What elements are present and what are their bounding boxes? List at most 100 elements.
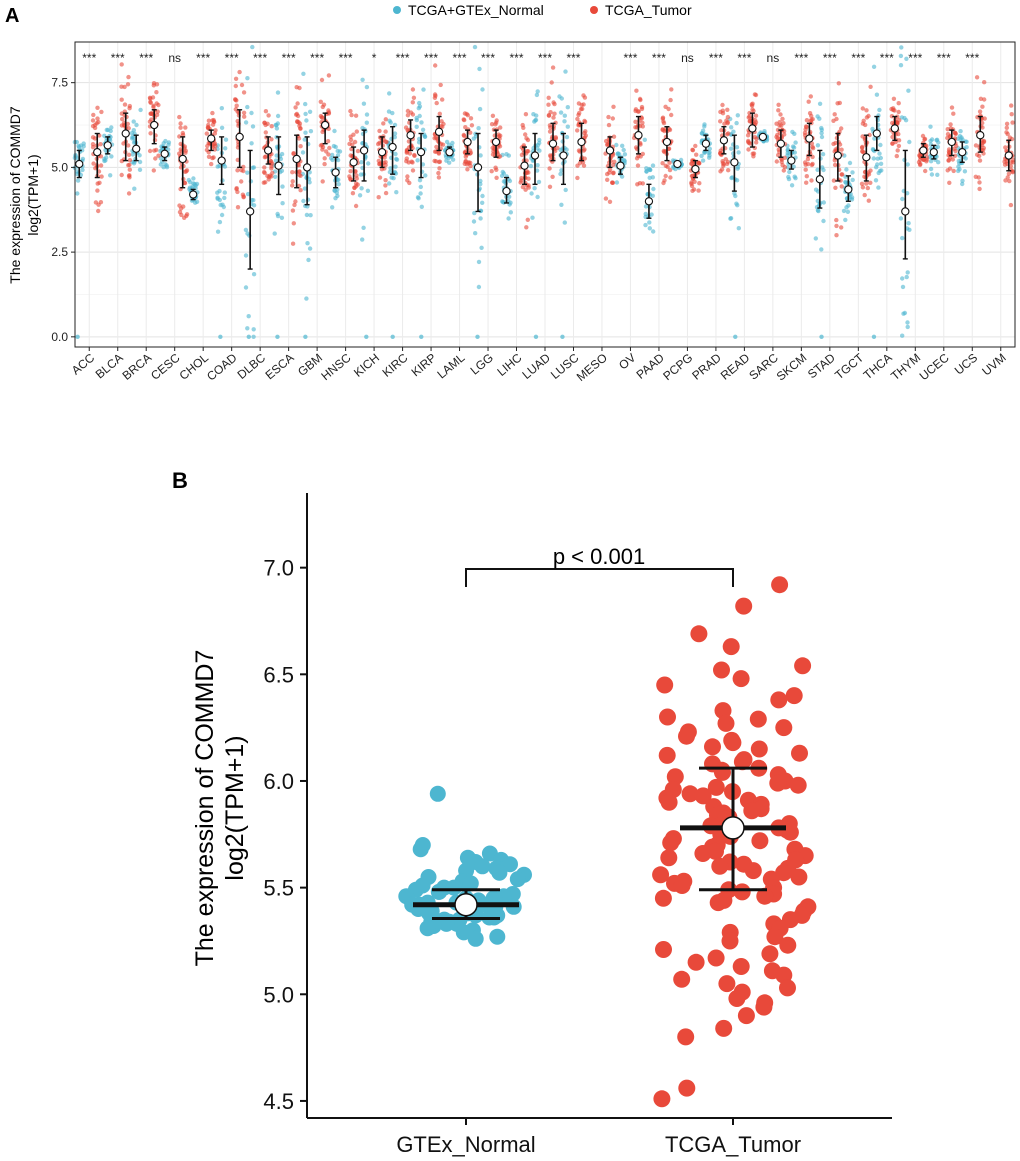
point-a [899, 115, 905, 120]
point-a [520, 184, 526, 190]
point-a [651, 186, 656, 192]
point-a [480, 193, 485, 199]
point-a [547, 129, 553, 134]
point-a [532, 186, 537, 191]
significance-label: *** [510, 51, 524, 65]
point-a [980, 104, 985, 109]
point-a [951, 168, 956, 174]
point-a [948, 122, 953, 127]
point-a [304, 118, 309, 123]
point-a [210, 110, 215, 116]
point-a [496, 134, 502, 139]
median-marker-a [217, 156, 226, 165]
point-b [733, 753, 751, 771]
point-a [392, 135, 397, 140]
point-a [634, 156, 640, 161]
point-a [347, 141, 352, 147]
median-marker-a [207, 134, 216, 143]
point-a [523, 112, 529, 117]
significance-label: *** [794, 51, 808, 65]
point-b [455, 924, 472, 941]
point-a [877, 107, 882, 113]
point-a [303, 101, 308, 107]
point-a [1009, 112, 1014, 117]
point-b [766, 928, 784, 946]
point-b [707, 949, 725, 967]
point-a [699, 153, 704, 159]
point-a [557, 94, 562, 99]
point-a [119, 97, 124, 102]
point-a [810, 144, 815, 150]
point-a [104, 155, 109, 160]
point-a [614, 142, 619, 148]
point-a [563, 187, 568, 193]
point-a [833, 140, 838, 146]
point-a [774, 121, 779, 126]
point-a [147, 148, 153, 154]
point-a [296, 163, 302, 168]
median-marker-a [673, 159, 682, 169]
point-a [109, 154, 114, 159]
point-a [127, 106, 132, 111]
point-a [949, 105, 955, 110]
point-a [437, 166, 442, 171]
point-a [550, 65, 556, 70]
point-a [290, 179, 295, 184]
point-a [809, 113, 814, 119]
x-tick-label-a: TGCT [832, 350, 867, 382]
point-a [844, 205, 849, 210]
point-b [713, 661, 730, 679]
point-a [535, 89, 540, 94]
point-a [151, 104, 156, 110]
point-a [163, 138, 168, 144]
panel-a-label: A [5, 5, 19, 27]
y-axis-a: 0.0 2.5 5.0 7.5 [51, 76, 75, 344]
point-a [643, 222, 648, 228]
x-tick-label-a: SARC [746, 350, 781, 382]
point-a [868, 180, 873, 185]
point-a [536, 179, 542, 185]
point-a [525, 149, 530, 154]
significance-label: *** [424, 51, 438, 65]
point-a [235, 205, 241, 210]
point-a [151, 168, 156, 173]
point-a [417, 178, 423, 183]
point-a [75, 334, 80, 340]
point-a [290, 241, 296, 246]
point-a [377, 128, 382, 134]
x-tick-label-a: PCPG [660, 351, 695, 384]
x-tick-label-a: PAAD [634, 350, 668, 381]
point-a [904, 56, 909, 61]
median-marker-a [929, 147, 938, 157]
point-a [947, 180, 952, 185]
point-a [874, 92, 880, 97]
point-a [896, 138, 902, 143]
point-a [376, 141, 381, 147]
point-a [548, 125, 553, 130]
point-a [753, 113, 759, 118]
point-a [718, 109, 723, 115]
y-tick-label-b: 5.0 [263, 982, 294, 1007]
point-a [839, 225, 844, 230]
point-a [819, 247, 824, 252]
point-a [303, 130, 308, 135]
point-a [93, 166, 98, 171]
point-a [404, 156, 409, 161]
point-a [223, 137, 229, 142]
y-axis-title-b-line2: log2(TPM+1) [221, 735, 249, 880]
point-a [778, 112, 783, 117]
point-a [519, 178, 524, 183]
point-a [647, 226, 652, 231]
median-marker-a [406, 131, 415, 140]
point-a [279, 215, 285, 220]
significance-label: *** [652, 51, 666, 65]
point-a [860, 106, 865, 111]
point-a [126, 143, 131, 148]
point-a [318, 99, 323, 105]
panel-a: A TCGA+GTEx_Normal TCGA_Tumor *** *** *** n… [5, 2, 1016, 384]
point-a [560, 334, 565, 340]
x-tick-label-a: MESO [574, 351, 610, 384]
point-a [845, 209, 851, 214]
point-a [81, 141, 86, 146]
point-a [724, 118, 729, 123]
